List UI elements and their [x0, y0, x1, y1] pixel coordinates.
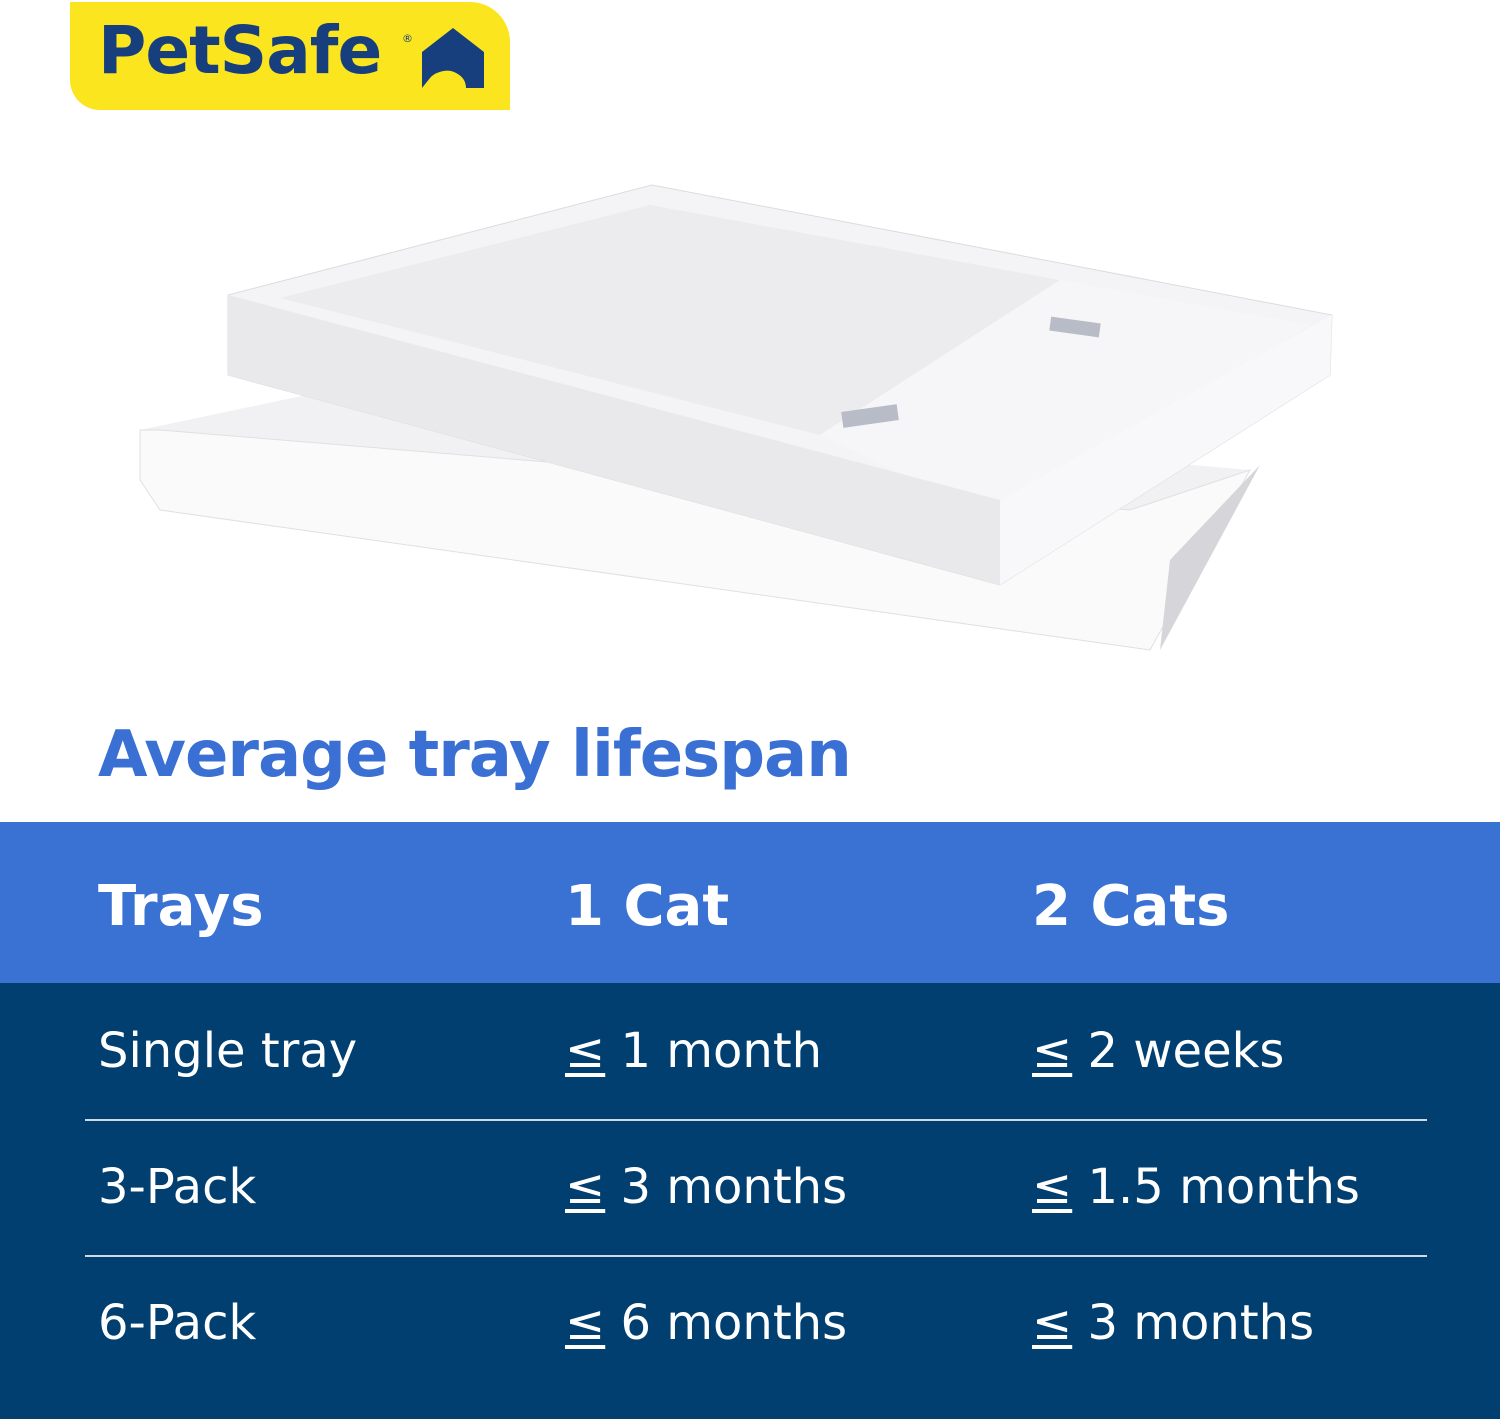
tray-cell: 6-Pack [98, 1295, 257, 1351]
value: 2 weeks [1087, 1023, 1285, 1079]
logo-text: PetSafe [98, 12, 382, 89]
value: 6 months [620, 1295, 848, 1351]
value: 1 month [620, 1023, 823, 1079]
column-header-trays: Trays [98, 874, 264, 939]
value: 1.5 months [1087, 1159, 1360, 1215]
row-divider [85, 1119, 1427, 1121]
column-header-1-cat: 1 Cat [565, 874, 730, 939]
one-cat-cell: ≤ 1 month [565, 1023, 822, 1079]
two-cats-cell: ≤ 3 months [1032, 1295, 1314, 1351]
le-symbol: ≤ [1032, 1023, 1073, 1079]
tray-cell: 3-Pack [98, 1159, 257, 1215]
le-symbol: ≤ [565, 1159, 606, 1215]
two-cats-cell: ≤ 1.5 months [1032, 1159, 1360, 1215]
page-title: Average tray lifespan [98, 718, 852, 792]
two-cats-cell: ≤ 2 weeks [1032, 1023, 1284, 1079]
value: 3 months [620, 1159, 848, 1215]
value: 3 months [1087, 1295, 1315, 1351]
table-body: Single tray ≤ 1 month ≤ 2 weeks 3-Pack ≤… [0, 983, 1500, 1419]
le-symbol: ≤ [1032, 1159, 1073, 1215]
petsafe-logo: PetSafe ® [70, 2, 510, 110]
le-symbol: ≤ [565, 1023, 606, 1079]
tray-cell: Single tray [98, 1023, 358, 1079]
litter-tray-image [139, 184, 1333, 651]
one-cat-cell: ≤ 6 months [565, 1295, 847, 1351]
registered-mark: ® [402, 32, 413, 45]
column-header-2-cats: 2 Cats [1032, 874, 1230, 939]
row-divider [85, 1255, 1427, 1257]
le-symbol: ≤ [565, 1295, 606, 1351]
table-header-row: Trays 1 Cat 2 Cats [0, 822, 1500, 983]
le-symbol: ≤ [1032, 1295, 1073, 1351]
house-icon [422, 28, 484, 88]
one-cat-cell: ≤ 3 months [565, 1159, 847, 1215]
